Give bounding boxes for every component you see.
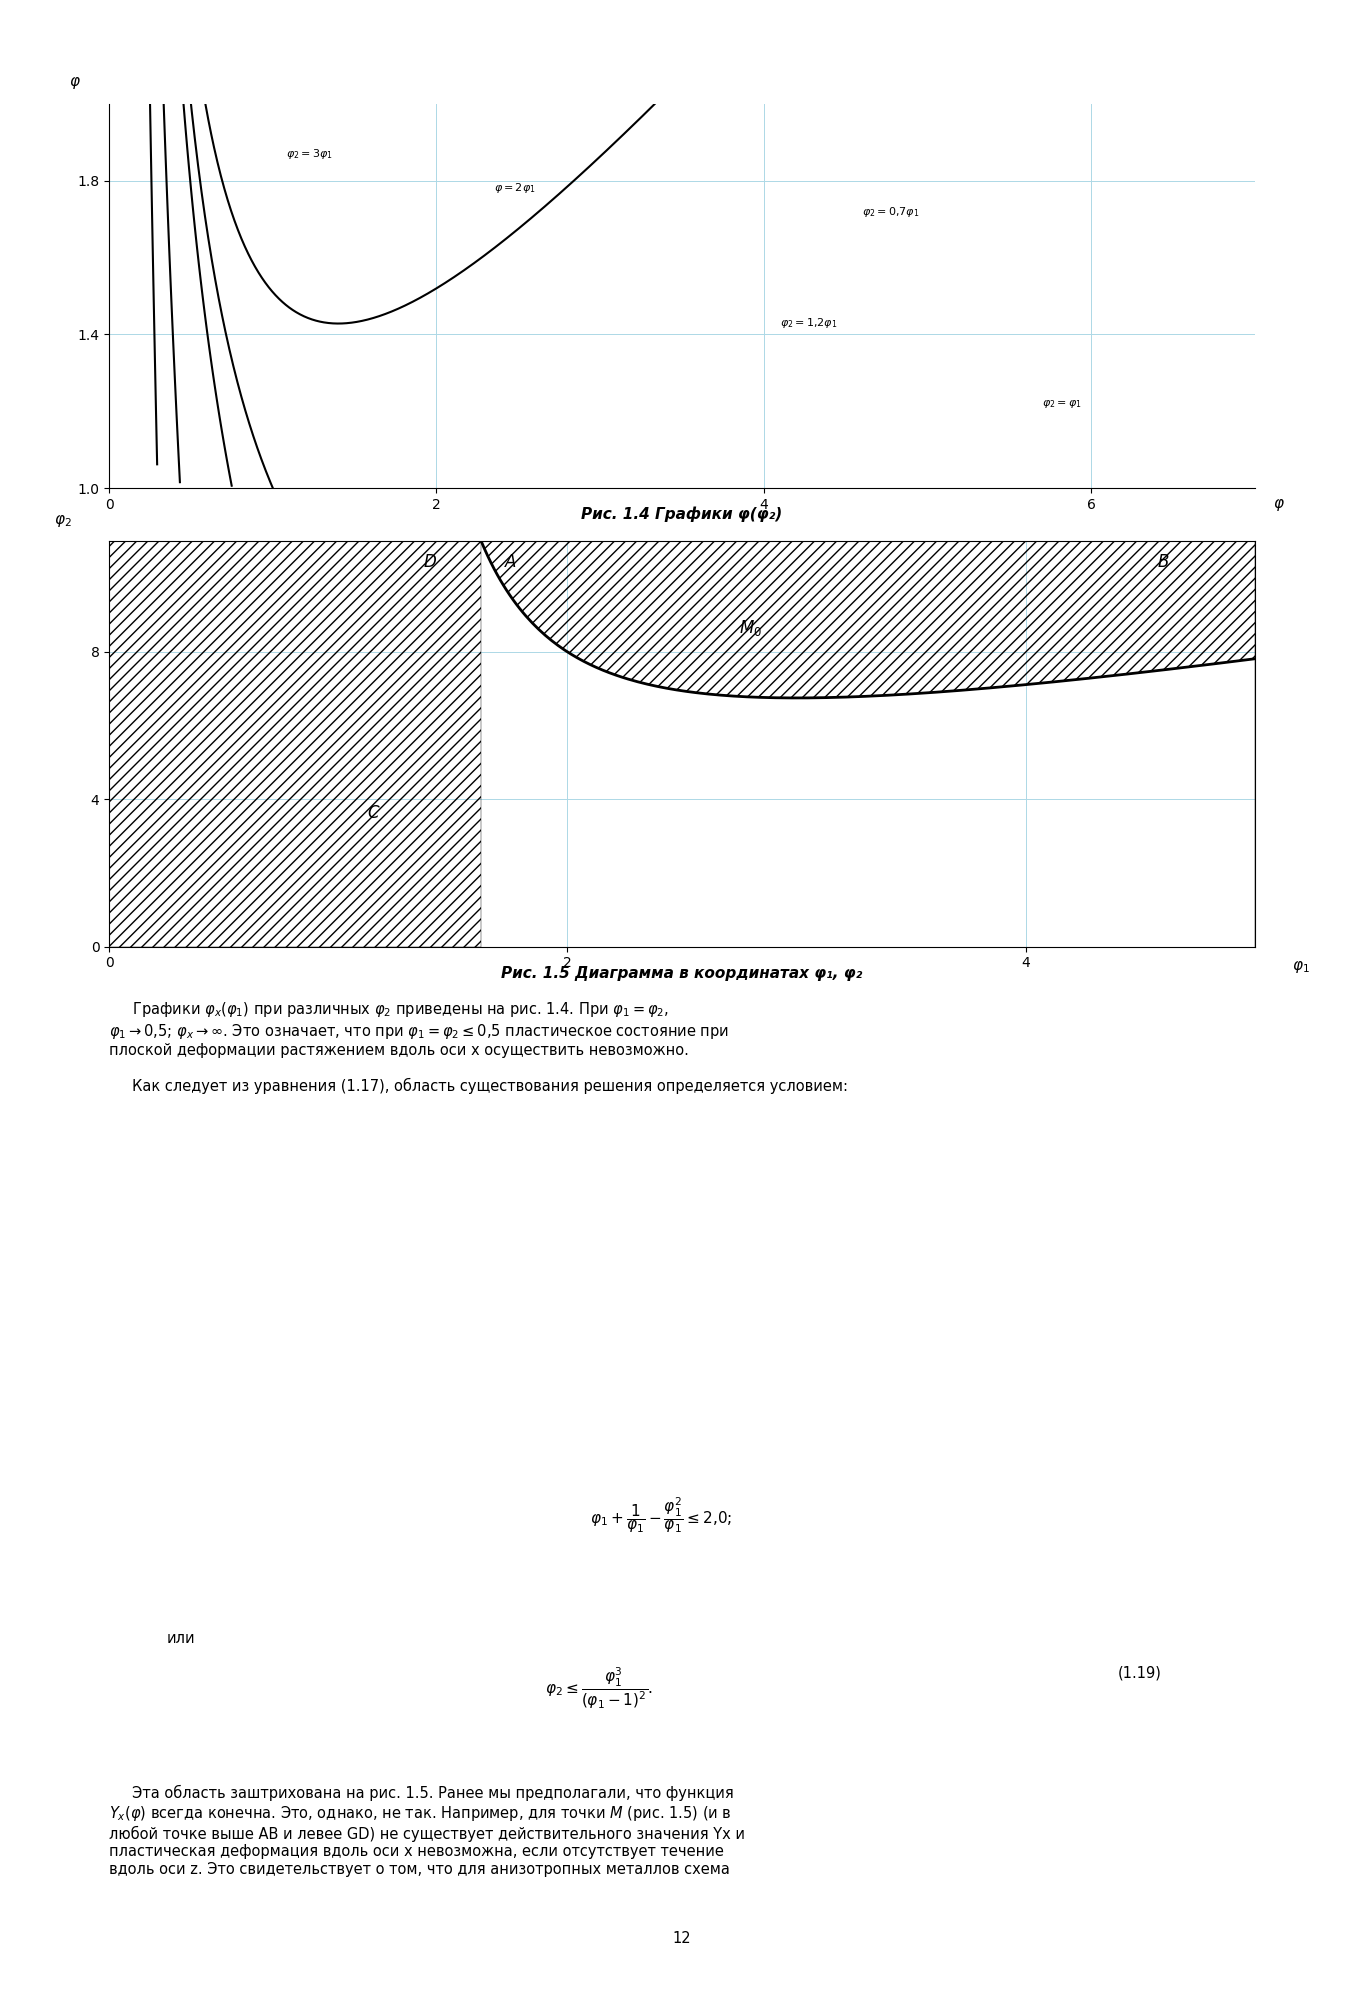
Text: (1.19): (1.19) — [1117, 1666, 1161, 1680]
Text: Эта область заштрихована на рис. 1.5. Ранее мы предполагали, что функция
$Y_x(\v: Эта область заштрихована на рис. 1.5. Ра… — [109, 1786, 745, 1876]
Text: $\varphi_2{=}3\varphi_1$: $\varphi_2{=}3\varphi_1$ — [286, 146, 333, 160]
Text: $\varphi{=}2\varphi_1$: $\varphi{=}2\varphi_1$ — [494, 182, 536, 196]
Text: Рис. 1.5 Диаграмма в координатах φ₁, φ₂: Рис. 1.5 Диаграмма в координатах φ₁, φ₂ — [502, 966, 862, 980]
Text: $\varphi_1 + \dfrac{1}{\varphi_1} - \dfrac{\varphi_1^2}{\varphi_1} \leq 2{,}0;$: $\varphi_1 + \dfrac{1}{\varphi_1} - \dfr… — [591, 1494, 732, 1534]
Text: A: A — [505, 554, 516, 572]
X-axis label: φ: φ — [1273, 496, 1282, 510]
Text: или: или — [166, 1632, 195, 1646]
Y-axis label: φ: φ — [70, 74, 79, 88]
Text: $\varphi_2{=}1{,}2\varphi_1$: $\varphi_2{=}1{,}2\varphi_1$ — [780, 316, 837, 330]
Text: Графики $\varphi_x(\varphi_1)$ при различных $\varphi_2$ приведены на рис. 1.4. : Графики $\varphi_x(\varphi_1)$ при разли… — [109, 1000, 848, 1094]
Text: Рис. 1.4 Графики φ(φ₂): Рис. 1.4 Графики φ(φ₂) — [581, 506, 783, 522]
Y-axis label: $\varphi_2$: $\varphi_2$ — [55, 514, 72, 530]
Text: D: D — [424, 554, 436, 572]
X-axis label: $\varphi_1$: $\varphi_1$ — [1292, 958, 1309, 974]
Text: $M_0$: $M_0$ — [739, 618, 762, 638]
Text: 12: 12 — [672, 1932, 692, 1946]
Text: $\varphi_2 \leq \dfrac{\varphi_1^3}{\left(\varphi_1 - 1\right)^2}.$: $\varphi_2 \leq \dfrac{\varphi_1^3}{\lef… — [544, 1666, 653, 1712]
Text: B: B — [1158, 554, 1169, 572]
Text: $\varphi_2{=}0{,}7\varphi_1$: $\varphi_2{=}0{,}7\varphi_1$ — [862, 204, 919, 218]
Text: C: C — [367, 804, 378, 822]
Text: $\varphi_2{=}\varphi_1$: $\varphi_2{=}\varphi_1$ — [1042, 398, 1082, 410]
